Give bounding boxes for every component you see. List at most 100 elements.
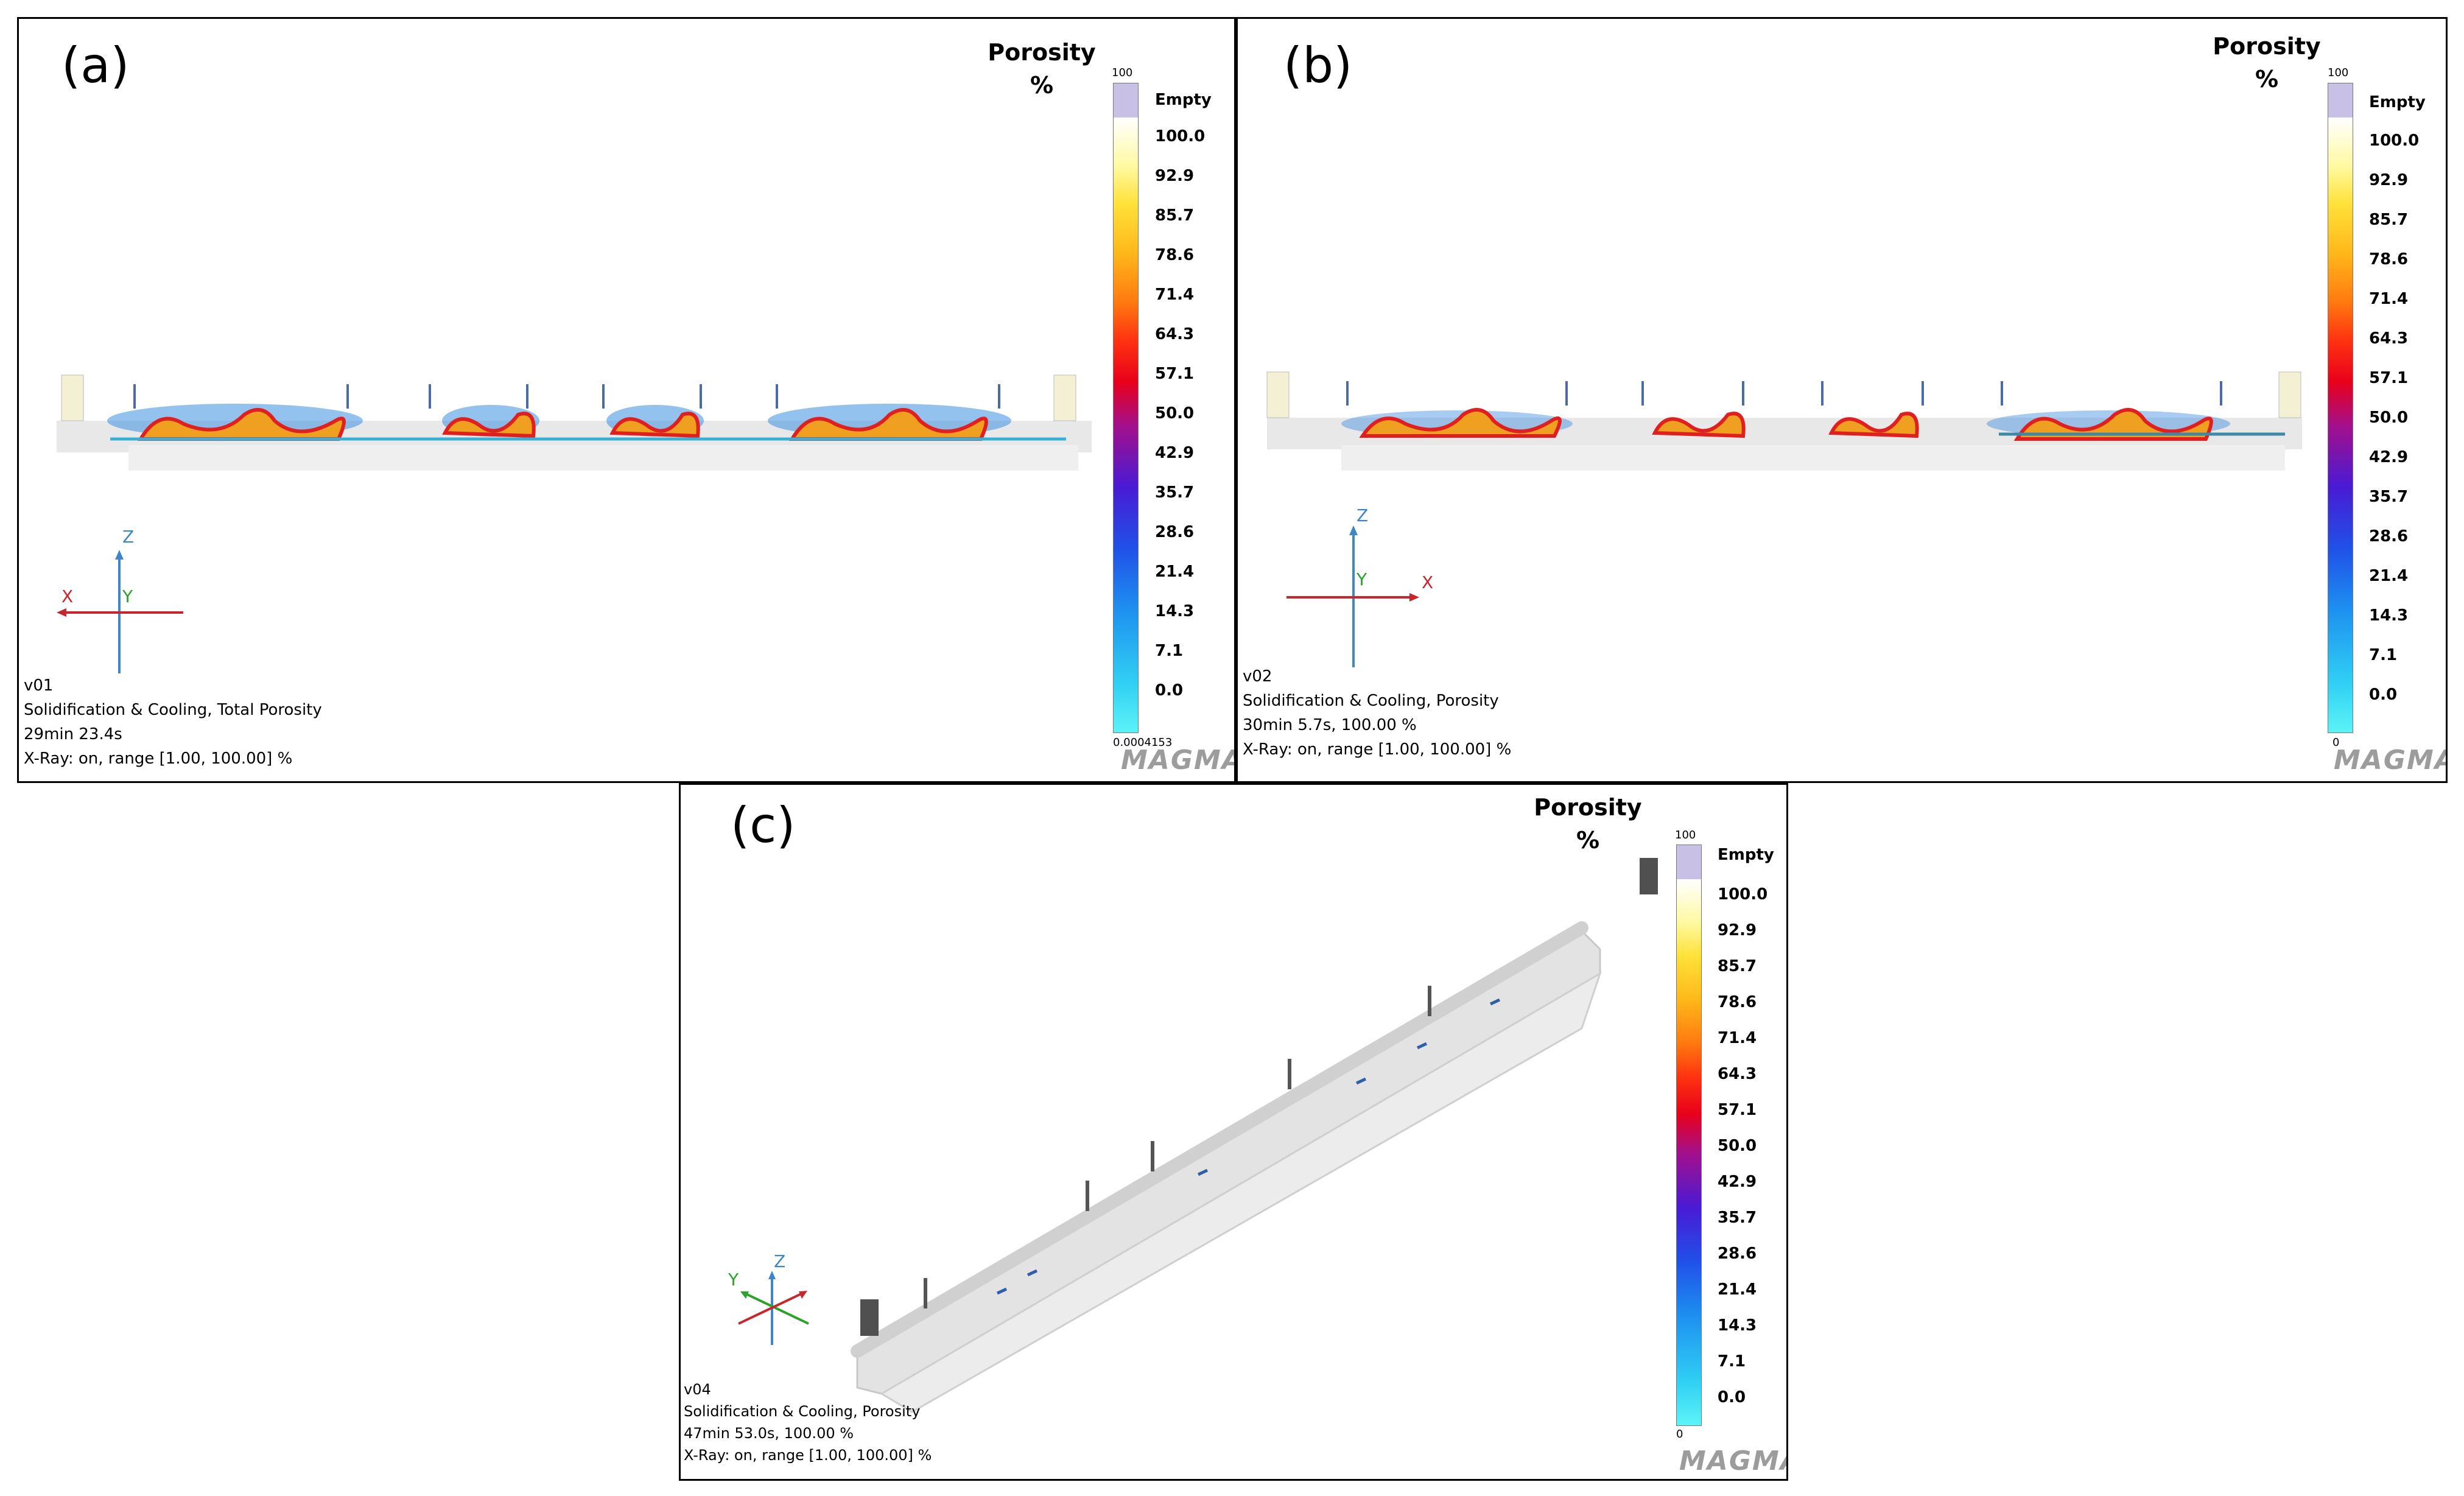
- info-stage: Solidification & Cooling, Porosity: [1243, 692, 1499, 710]
- y-axis-label: Y: [1356, 569, 1367, 589]
- colorbar-tick-label: 7.1: [1155, 642, 1184, 660]
- panel-c: (c) Porosity % Z Y 100: [679, 783, 1788, 1481]
- colorbar-title-line2: %: [1576, 827, 1600, 854]
- colorbar-tick-label: 21.4: [2369, 567, 2409, 585]
- x-axis-label: X: [61, 586, 73, 606]
- colorbar-tick-label: 85.7: [1718, 957, 1757, 975]
- y-axis-label: Y: [728, 1269, 739, 1290]
- colorbar-tick-label: 0.0: [2369, 686, 2398, 704]
- colorbar-bottom-value: 0.0004153: [1113, 736, 1173, 749]
- colorbar-tick-label: 71.4: [1718, 1029, 1757, 1047]
- colorbar-top-label: 100: [2328, 66, 2349, 79]
- panel-label: (a): [61, 37, 130, 94]
- colorbar-tick-label: 28.6: [2369, 527, 2409, 546]
- colorbar-bottom-value: 0: [2332, 736, 2340, 749]
- info-block: v02 Solidification & Cooling, Porosity 3…: [1243, 664, 1511, 762]
- info-version: v04: [684, 1381, 711, 1398]
- colorbar-tick-label: 85.7: [2369, 211, 2409, 229]
- z-axis-label: Z: [774, 1251, 785, 1271]
- info-xray: X-Ray: on, range [1.00, 100.00] %: [24, 750, 293, 768]
- y-axis-label: Y: [122, 586, 133, 606]
- colorbar-tick-label: 78.6: [1155, 246, 1195, 264]
- colorbar-title-line1: Porosity: [988, 39, 1096, 66]
- colorbar-tick-label: 78.6: [2369, 250, 2409, 269]
- colorbar-empty-label: Empty: [1155, 91, 1212, 109]
- porosity-hotspots: [107, 404, 1066, 441]
- risers: [133, 384, 1000, 409]
- colorbar-tick-label: 92.9: [1718, 921, 1757, 939]
- colorbar: [1676, 845, 1702, 1426]
- colorbar-title-line2: %: [1030, 72, 1054, 99]
- colorbar-tick-label: 71.4: [2369, 290, 2409, 308]
- colorbar-tick-label: 0.0: [1155, 681, 1184, 700]
- colorbar-tick-label: 50.0: [2369, 409, 2409, 427]
- colorbar-tick-label: 92.9: [1155, 167, 1195, 185]
- z-axis-label: Z: [1357, 505, 1368, 525]
- colorbar-tick-label: 57.1: [1718, 1101, 1757, 1119]
- colorbar-tick-label: 50.0: [1718, 1137, 1757, 1155]
- colorbar-tick-label: 35.7: [1718, 1209, 1757, 1227]
- colorbar-tick-label: 0.0: [1718, 1388, 1746, 1406]
- colorbar-tick-label: 28.6: [1718, 1245, 1757, 1263]
- axis-triad: Z Y: [728, 1251, 809, 1345]
- colorbar-tick-label: 7.1: [2369, 646, 2398, 664]
- magma-logo: MAGMA: [1679, 1445, 1786, 1477]
- panel-label: (c): [731, 797, 796, 854]
- axis-triad: Z X Y: [57, 527, 183, 673]
- colorbar-tick-label: 7.1: [1718, 1352, 1746, 1371]
- panel-a: (a) Porosity %: [17, 17, 1236, 783]
- info-version: v01: [24, 676, 54, 695]
- z-axis-label: Z: [122, 527, 134, 547]
- info-xray: X-Ray: on, range [1.00, 100.00] %: [684, 1447, 932, 1464]
- colorbar-tick-label: 28.6: [1155, 523, 1195, 541]
- colorbar-top-label: 100: [1112, 66, 1133, 79]
- casting-view: [1266, 371, 2302, 471]
- risers: [1346, 381, 2222, 406]
- colorbar-tick-label: 100.0: [1718, 885, 1768, 904]
- colorbar-top-label: 100: [1675, 829, 1696, 841]
- colorbar-tick-label: 78.6: [1718, 993, 1757, 1011]
- colorbar-tick-label: 42.9: [1718, 1173, 1757, 1191]
- porosity-spots: [996, 998, 1501, 1295]
- colorbar-title: Porosity %: [1515, 791, 1661, 857]
- colorbar-tick-label: 21.4: [1155, 563, 1195, 581]
- colorbar-tick-label: 35.7: [1155, 483, 1195, 502]
- info-xray: X-Ray: on, range [1.00, 100.00] %: [1243, 740, 1512, 759]
- colorbar-title-line2: %: [2255, 66, 2279, 93]
- colorbar-tick-label: 92.9: [2369, 171, 2409, 189]
- colorbar-tick-label: 42.9: [1155, 444, 1195, 462]
- colorbar-tick-label: 64.3: [2369, 329, 2409, 348]
- casting-view: [57, 374, 1092, 471]
- colorbar-tick-label: 50.0: [1155, 404, 1195, 423]
- colorbar-tick-label: 57.1: [1155, 365, 1195, 383]
- colorbar: [2328, 83, 2353, 733]
- colorbar-tick-label: 100.0: [2369, 132, 2420, 150]
- info-block: v04 Solidification & Cooling, Porosity 4…: [684, 1378, 932, 1466]
- axis-triad: Z Y X: [1286, 505, 1433, 667]
- colorbar-empty-label: Empty: [2369, 93, 2426, 111]
- colorbar-tick-label: 71.4: [1155, 286, 1195, 304]
- x-axis-label: X: [1422, 572, 1433, 592]
- risers: [924, 986, 1431, 1308]
- info-stage: Solidification & Cooling, Total Porosity: [24, 701, 322, 719]
- colorbar: [1113, 83, 1139, 733]
- colorbar-tick-label: 100.0: [1155, 127, 1206, 146]
- panel-b: (b) Porosity % Z: [1236, 17, 2448, 783]
- colorbar-tick-label: 14.3: [1155, 602, 1195, 620]
- casting-view: [851, 858, 1658, 1413]
- info-time: 30min 5.7s, 100.00 %: [1243, 716, 1417, 734]
- casting-body: [851, 858, 1658, 1413]
- colorbar-title: Porosity %: [969, 36, 1115, 102]
- colorbar-tick-label: 64.3: [1718, 1065, 1757, 1083]
- colorbar-tick-label: 35.7: [2369, 488, 2409, 506]
- magma-logo: MAGMA: [2334, 745, 2448, 776]
- colorbar-title-line1: Porosity: [2213, 33, 2321, 60]
- colorbar-tick-label: 14.3: [2369, 606, 2409, 625]
- colorbar-empty-label: Empty: [1718, 846, 1774, 864]
- colorbar-bottom-value: 0: [1676, 1428, 1683, 1441]
- info-time: 47min 53.0s, 100.00 %: [684, 1425, 854, 1442]
- panel-label: (b): [1283, 37, 1353, 94]
- colorbar-title-line1: Porosity: [1534, 794, 1642, 821]
- colorbar-tick-label: 85.7: [1155, 206, 1195, 225]
- colorbar-tick-label: 42.9: [2369, 448, 2409, 466]
